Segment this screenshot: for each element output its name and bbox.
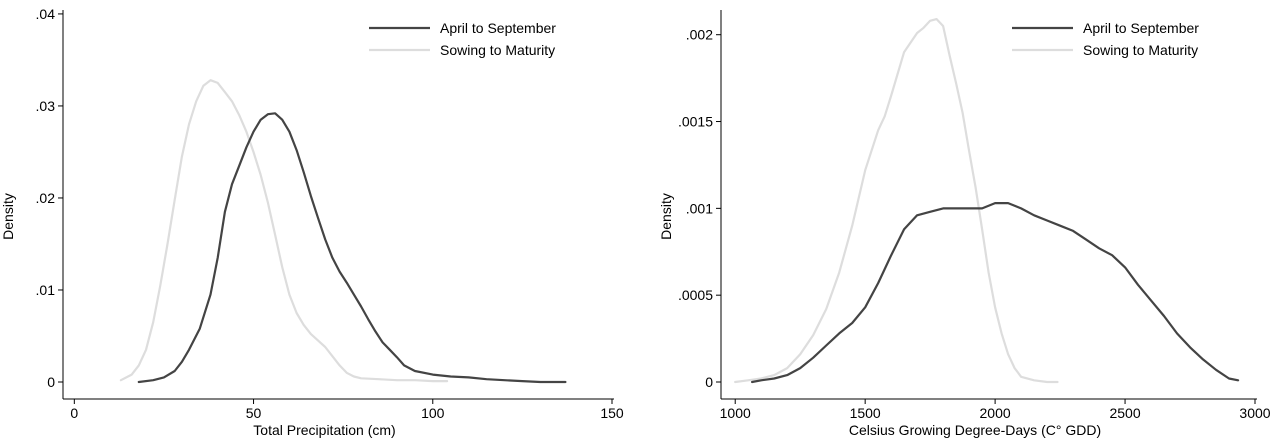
x-axis-title: Celsius Growing Degree-Days (C° GDD)	[849, 422, 1101, 438]
series-line-2	[734, 18, 1059, 384]
y-tick-label: .001	[686, 200, 713, 216]
series-line-1	[750, 202, 1240, 384]
y-axis-title: Density	[0, 193, 16, 240]
y-tick-label: .03	[36, 98, 56, 114]
y-tick-label: .0005	[678, 287, 713, 303]
x-tick-label: 2000	[980, 405, 1011, 421]
y-axis-title: Density	[658, 193, 674, 240]
y-tick-label: .002	[686, 27, 713, 43]
series-line-1	[137, 112, 567, 384]
x-tick-label: 0	[70, 405, 78, 421]
x-axis-title: Total Precipitation (cm)	[253, 422, 395, 438]
y-tick-label: .01	[36, 282, 56, 298]
y-tick-label: 0	[705, 374, 713, 390]
chart-2: 0 .0005 .001 .0015 .002 1000 1500 2000 2500 3000 C…	[658, 10, 1270, 438]
x-tick-label: 100	[421, 405, 445, 421]
y-tick-label: .02	[36, 190, 56, 206]
y-tick-label: .0015	[678, 114, 713, 130]
legend-label-2: Sowing to Maturity	[440, 42, 555, 58]
x-tick-label: 2500	[1109, 405, 1140, 421]
chart-1: 0 .01 .02 .03 .04 0 50 100 150 Total Precipitatio…	[0, 6, 624, 438]
x-tick-label: 150	[600, 405, 624, 421]
x-tick-label: 50	[246, 405, 262, 421]
y-tick-label: .04	[36, 6, 56, 22]
legend-label-2: Sowing to Maturity	[1083, 42, 1198, 58]
x-tick-label: 1000	[720, 405, 751, 421]
x-tick-label: 1500	[850, 405, 881, 421]
legend-label-1: April to September	[1083, 20, 1199, 36]
legend-label-1: April to September	[440, 20, 556, 36]
x-tick-label: 3000	[1239, 405, 1270, 421]
y-tick-label: 0	[47, 374, 55, 390]
series-line-2	[119, 79, 449, 383]
